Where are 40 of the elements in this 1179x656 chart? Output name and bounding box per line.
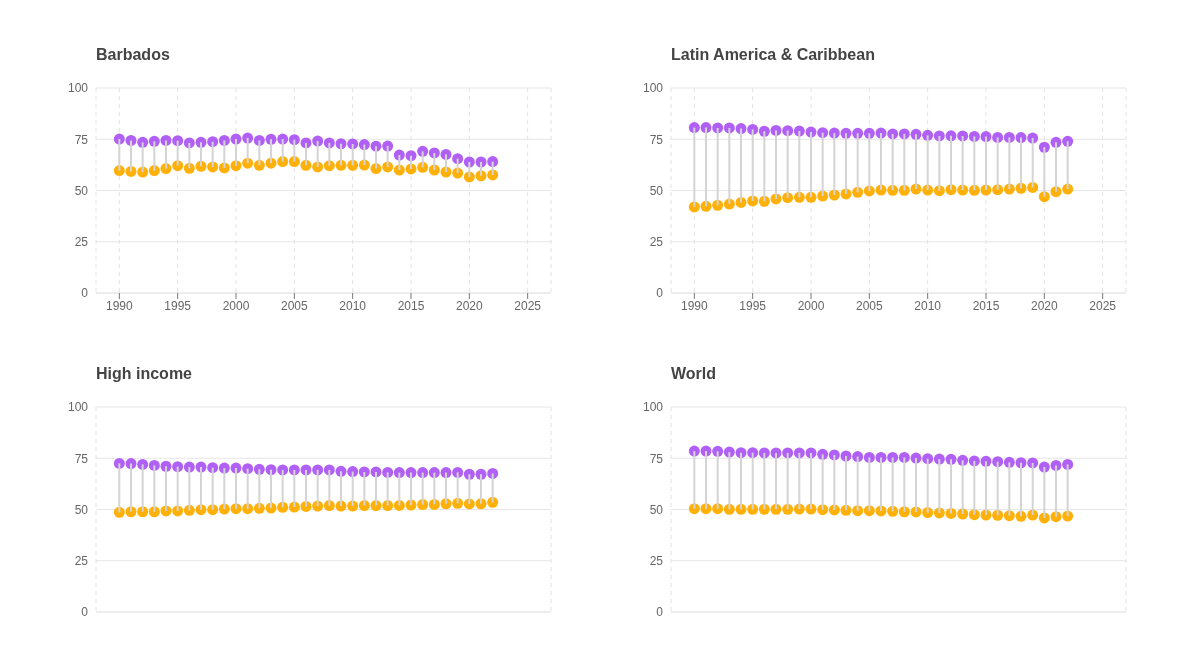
y-tick-label: 75 xyxy=(649,451,664,466)
y-tick-label: 25 xyxy=(649,235,664,250)
x-tick-label: 2020 xyxy=(455,298,483,313)
y-tick-label: 75 xyxy=(74,451,89,466)
chart-title: High income xyxy=(96,365,193,383)
x-tick-label: 2025 xyxy=(1089,298,1117,313)
y-tick-label: 50 xyxy=(74,183,89,198)
x-tick-label: 1995 xyxy=(739,298,767,313)
x-tick-label: 2000 xyxy=(222,298,250,313)
x-tick-label: 2005 xyxy=(855,298,883,313)
y-tick-label: 100 xyxy=(67,81,89,96)
x-tick-label: 2015 xyxy=(972,298,1000,313)
y-tick-label: 100 xyxy=(642,81,664,96)
x-tick-label: 2025 xyxy=(514,298,542,313)
x-tick-label: 2000 xyxy=(797,298,825,313)
y-tick-label: 50 xyxy=(74,502,89,517)
y-tick-label: 0 xyxy=(81,605,89,620)
x-tick-label: 2010 xyxy=(339,298,367,313)
chart-title: World xyxy=(671,365,717,383)
y-tick-label: 25 xyxy=(74,554,89,569)
x-tick-label: 2020 xyxy=(1030,298,1058,313)
y-tick-label: 50 xyxy=(649,502,664,517)
x-tick-label: 2015 xyxy=(397,298,425,313)
x-tick-label: 1995 xyxy=(164,298,192,313)
y-tick-label: 50 xyxy=(649,183,664,198)
chart-title: Barbados xyxy=(96,46,170,64)
y-tick-label: 0 xyxy=(656,286,664,301)
chart-title: Latin America & Caribbean xyxy=(671,46,875,64)
y-tick-label: 25 xyxy=(649,554,664,569)
y-tick-label: 75 xyxy=(649,132,664,147)
x-tick-label: 1990 xyxy=(680,298,708,313)
y-tick-label: 25 xyxy=(74,235,89,250)
y-tick-label: 0 xyxy=(81,286,89,301)
y-tick-label: 75 xyxy=(74,132,89,147)
x-tick-label: 1990 xyxy=(105,298,133,313)
y-tick-label: 100 xyxy=(642,400,664,415)
y-tick-label: 0 xyxy=(656,605,664,620)
x-tick-label: 2005 xyxy=(280,298,308,313)
y-tick-label: 100 xyxy=(67,400,89,415)
x-tick-label: 2010 xyxy=(914,298,942,313)
